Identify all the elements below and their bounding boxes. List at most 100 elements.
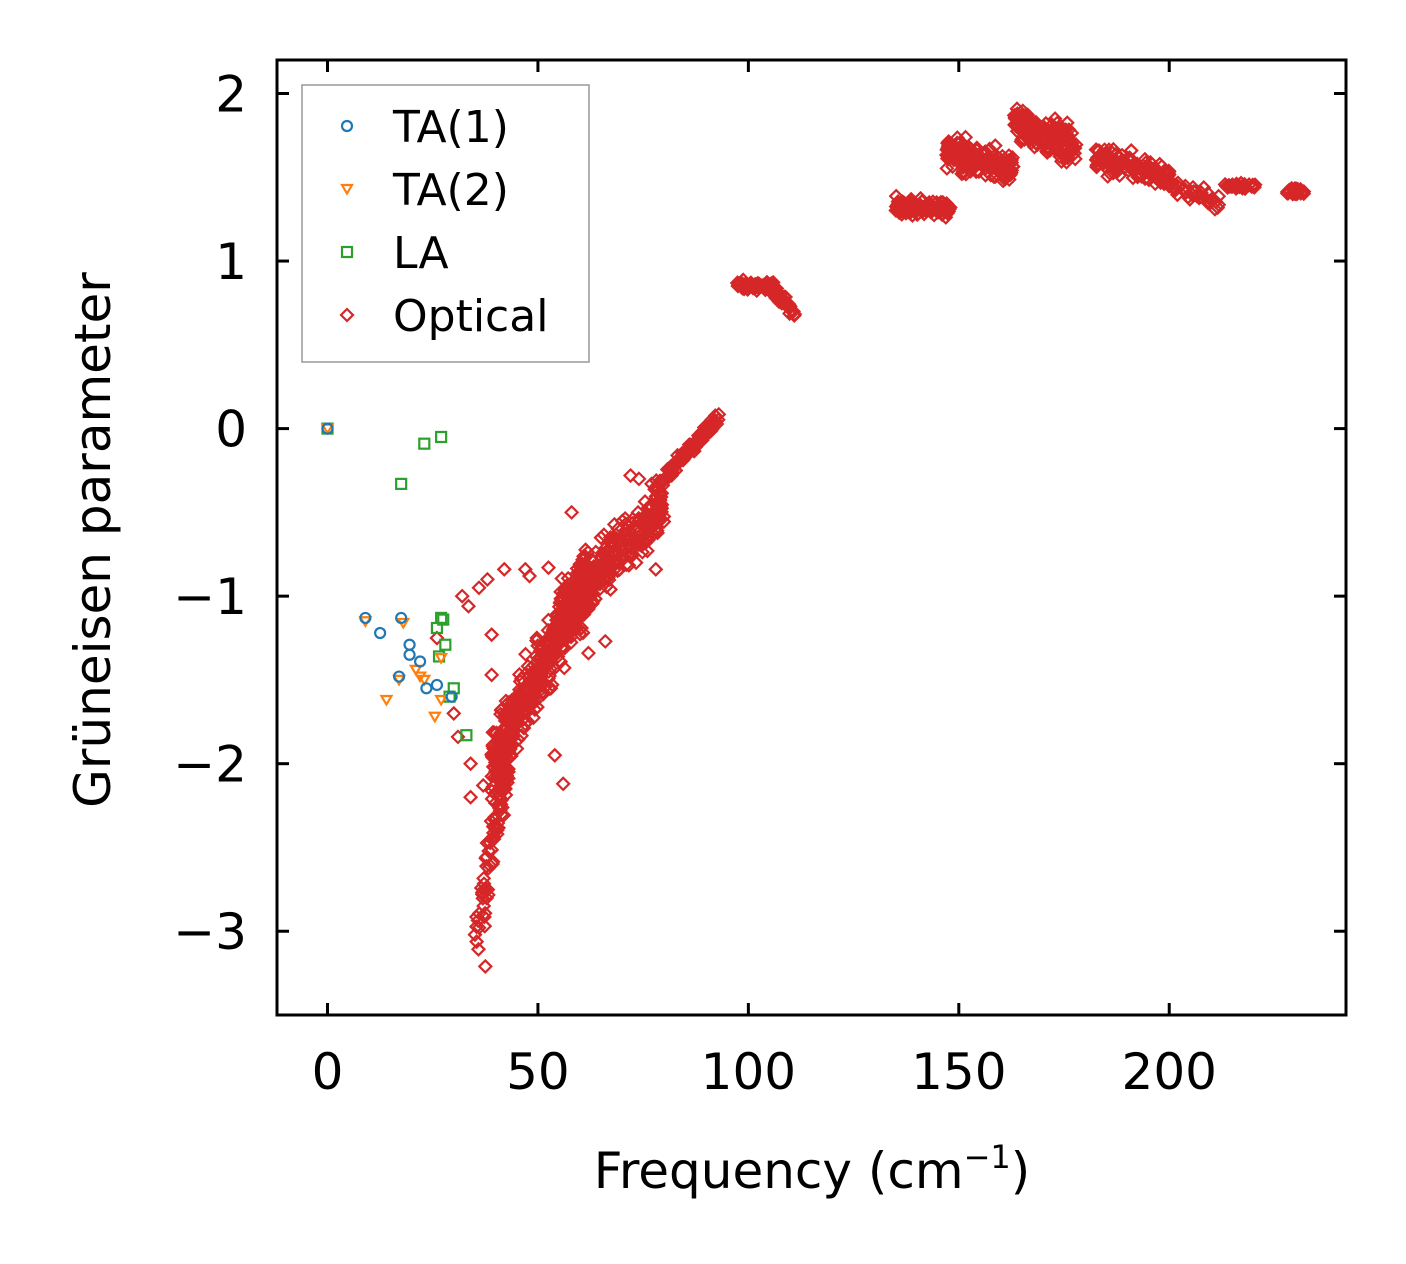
data-point [892, 195, 908, 211]
series-optical [429, 101, 1312, 974]
data-point [574, 578, 590, 594]
data-point [434, 694, 449, 707]
data-point [492, 746, 508, 762]
data-point [395, 611, 408, 625]
data-point [418, 437, 431, 450]
data-point [517, 666, 533, 682]
data-point [429, 630, 445, 646]
data-point [510, 705, 526, 721]
data-point [623, 526, 640, 542]
data-point [437, 613, 450, 626]
data-point [651, 504, 667, 520]
legend-marker [339, 307, 355, 323]
data-point [501, 744, 517, 760]
legend-marker [340, 119, 354, 133]
data-point [480, 860, 496, 876]
data-point [675, 447, 691, 463]
data-point [508, 733, 524, 750]
data-point [1095, 156, 1111, 172]
x-axis-title: Frequency (cm−1) [594, 1138, 1031, 1200]
data-point [710, 412, 726, 428]
data-point [955, 163, 971, 179]
data-point [1050, 120, 1066, 136]
y-tick-label: 0 [215, 401, 247, 459]
data-point [597, 633, 613, 649]
data-point [575, 625, 591, 641]
y-tick-label: −3 [173, 903, 247, 961]
data-point [439, 638, 452, 651]
data-point [570, 568, 586, 584]
data-point [1184, 187, 1200, 203]
data-point [941, 201, 957, 217]
legend-entry: LA [340, 228, 449, 279]
data-point [986, 169, 1002, 185]
data-point [782, 305, 798, 322]
data-point [544, 625, 560, 641]
data-point [933, 194, 949, 210]
data-point [602, 534, 618, 550]
data-point [493, 702, 509, 718]
data-point [392, 670, 406, 683]
data-point [649, 523, 665, 539]
data-point [1016, 124, 1032, 140]
data-point [1296, 186, 1312, 202]
data-point [1122, 153, 1139, 170]
data-point [1204, 193, 1220, 209]
data-point [585, 552, 601, 568]
data-point [679, 446, 696, 462]
data-point [644, 476, 660, 492]
legend-entry: TA(1) [340, 102, 509, 153]
plot-marks [320, 101, 1312, 974]
data-point [538, 647, 554, 663]
data-point [491, 799, 507, 815]
data-point [529, 630, 545, 646]
data-point [454, 588, 470, 604]
data-point [888, 198, 904, 215]
data-point [1189, 187, 1205, 203]
data-point [484, 749, 500, 765]
data-point [634, 544, 650, 560]
data-point [395, 477, 408, 490]
data-point [1234, 180, 1250, 196]
x-tick-label: 0 [312, 1043, 344, 1101]
data-point [484, 791, 500, 807]
data-point [561, 612, 578, 628]
data-point [777, 289, 794, 305]
data-point [460, 729, 473, 742]
data-point [904, 207, 920, 223]
data-point [914, 193, 930, 210]
data-point [1142, 167, 1158, 183]
data-point [1065, 139, 1081, 155]
data-point [447, 682, 460, 695]
x-tick-label: 50 [506, 1043, 570, 1101]
data-point [578, 572, 595, 588]
data-point [519, 683, 536, 699]
data-point [540, 560, 557, 576]
data-point [494, 799, 510, 815]
data-point [640, 524, 656, 540]
data-point [534, 685, 550, 701]
data-point [541, 668, 558, 684]
data-point [468, 919, 485, 935]
data-point [359, 611, 372, 625]
data-point [1059, 115, 1075, 131]
series-ta-1- [321, 422, 458, 703]
data-point [584, 596, 600, 612]
data-point [542, 661, 559, 677]
data-point [1110, 156, 1126, 172]
data-point [904, 198, 920, 215]
data-point [534, 673, 550, 689]
data-point [1044, 130, 1060, 146]
data-point [470, 941, 487, 957]
data-point [481, 843, 497, 859]
data-point [1146, 161, 1162, 177]
data-point [928, 195, 945, 211]
data-point [971, 151, 987, 167]
data-point [900, 197, 916, 213]
data-point [403, 638, 416, 651]
data-point [467, 927, 483, 943]
data-point [1177, 178, 1193, 194]
data-point [558, 624, 575, 640]
data-point [618, 557, 634, 573]
data-point [696, 419, 712, 435]
